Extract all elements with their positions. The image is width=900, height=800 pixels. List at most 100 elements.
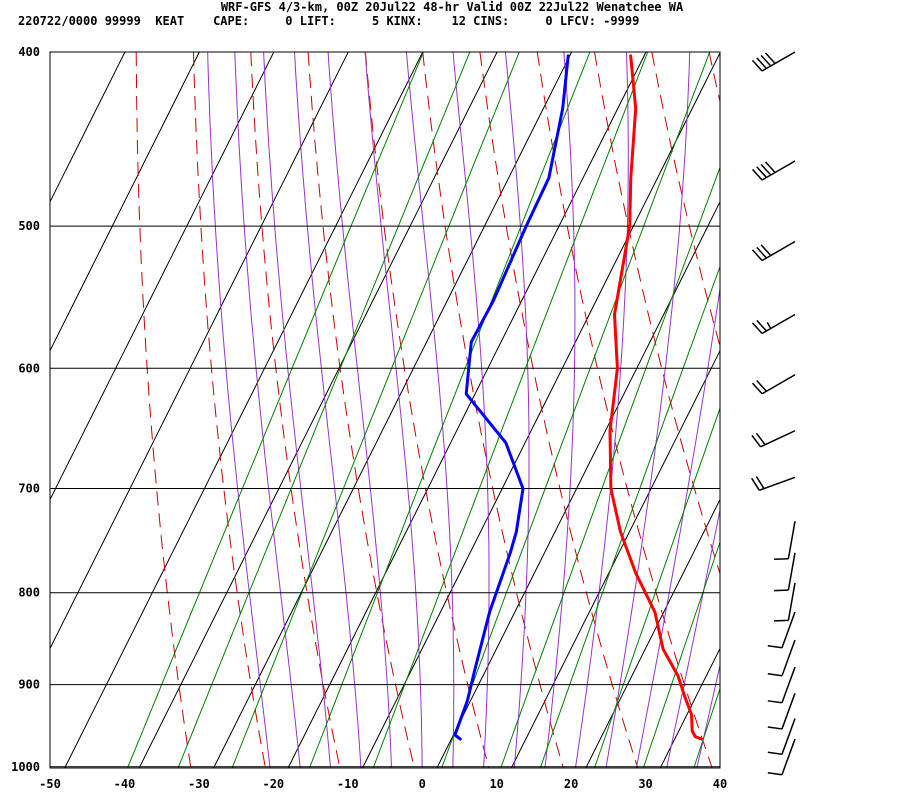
isotherm-line	[361, 52, 720, 768]
dry-adiabat-line	[422, 52, 564, 768]
wind-barb	[767, 718, 796, 755]
wind-barb-flag	[751, 249, 763, 262]
wind-barb	[751, 476, 796, 492]
isotherm-line	[50, 52, 275, 501]
mixing-ratio-line	[642, 540, 720, 768]
wind-barb-flag	[767, 700, 783, 704]
wind-barb-staff	[781, 666, 796, 704]
moist-adiabat-line	[327, 52, 392, 768]
mixing-ratio-line	[593, 406, 720, 768]
wind-barb-flag	[751, 382, 763, 395]
wind-barb-staff	[781, 611, 796, 648]
temperature-tick-label: 30	[638, 777, 652, 791]
temperature-tick-label: 40	[713, 777, 727, 791]
wind-barb	[767, 692, 796, 730]
moist-adiabat-line	[504, 52, 530, 768]
isotherm-line	[138, 52, 498, 768]
moist-adiabat-line	[696, 662, 720, 768]
wind-barb	[774, 582, 796, 622]
wind-barb-flag	[751, 168, 763, 181]
mixing-ratio-line	[126, 52, 424, 768]
mixing-ratio-line	[539, 265, 720, 768]
pressure-tick-label: 500	[18, 219, 40, 233]
wind-barb-flag	[751, 322, 763, 334]
wind-barb	[767, 639, 796, 677]
wind-barb-staff	[787, 552, 796, 591]
wind-barb-staff	[761, 374, 796, 395]
sounding-info: 220722/0000 99999 KEAT CAPE: 0 LIFT: 5 K…	[18, 14, 639, 28]
temperature-line	[608, 54, 703, 741]
moist-adiabat-line	[720, 52, 898, 797]
grid-lines	[50, 51, 720, 768]
isotherm-line	[436, 200, 720, 768]
wind-barb-flag	[756, 319, 767, 332]
wind-barb	[751, 313, 796, 335]
isotherm-line	[659, 647, 720, 768]
dry-adiabat-line	[708, 52, 720, 104]
mixing-ratio-line	[231, 52, 520, 768]
wind-barb-flag	[751, 59, 763, 72]
wind-barb-half-flag	[766, 322, 772, 329]
dry-adiabat-line	[250, 52, 341, 768]
temperature-tick-label: -40	[114, 777, 136, 791]
isotherm-line	[64, 52, 424, 768]
wind-barb-flag	[767, 772, 783, 776]
dry-adiabat-line	[536, 52, 713, 768]
wind-barb	[774, 521, 796, 560]
plot-frame	[49, 51, 721, 769]
isotherm-line	[213, 52, 573, 768]
wind-barb	[751, 374, 796, 395]
moist-adiabat-line	[405, 52, 455, 768]
dry-adiabat-line	[766, 52, 900, 797]
mixing-ratio-line	[372, 52, 649, 768]
pressure-tick-label: 800	[18, 586, 40, 600]
wind-barb	[751, 430, 796, 448]
wind-barb-flag	[767, 644, 783, 649]
wind-barb-flag	[751, 477, 760, 491]
wind-barb-flag	[767, 751, 783, 755]
dewpoint-line	[453, 54, 570, 741]
dry-adiabat-line	[651, 52, 720, 349]
isotherm-line	[585, 498, 720, 768]
wind-barb-flag	[756, 246, 767, 259]
moist-adiabat-line	[544, 52, 576, 768]
wind-barb-staff	[761, 51, 796, 72]
isotherm-line	[50, 52, 200, 352]
isotherm-line	[510, 349, 720, 768]
wind-barb-flag	[760, 244, 772, 257]
wind-barb-flag	[764, 52, 776, 65]
wind-barb-flag	[751, 434, 762, 448]
wind-barb	[751, 240, 796, 262]
pressure-tick-label: 600	[18, 361, 40, 375]
wind-barb	[767, 611, 796, 649]
moist-adiabat-line	[452, 52, 490, 768]
temperature-tick-label: 20	[564, 777, 578, 791]
dry-adiabat-line	[479, 52, 639, 768]
profile-lines	[453, 54, 703, 741]
wind-barb-flag	[756, 57, 767, 70]
wind-barb	[774, 552, 796, 592]
wind-barb-staff	[761, 240, 796, 262]
wind-barb-staff	[781, 692, 796, 730]
wind-barb-staff	[761, 160, 796, 181]
wind-barb-flag	[774, 589, 789, 592]
moist-adiabat-line	[207, 52, 271, 768]
dry-adiabat-line	[307, 52, 415, 768]
wind-barb-flag	[774, 557, 789, 560]
temperature-axis: -50 -40 -30 -20 -10 0 10 20 30 40	[39, 777, 727, 791]
dry-adiabat-line	[364, 52, 490, 768]
dry-adiabat-line	[193, 52, 266, 768]
chart-title: WRF-GFS 4/3-km, 00Z 20Jul22 48-hr Valid …	[221, 0, 684, 14]
temperature-tick-label: -20	[262, 777, 284, 791]
temperature-tick-label: -10	[337, 777, 359, 791]
temperature-tick-label: -50	[39, 777, 61, 791]
wind-barb-flag	[755, 432, 766, 446]
temperature-tick-label: -30	[188, 777, 210, 791]
wind-barb-staff	[787, 521, 796, 559]
wind-barb-staff	[759, 476, 796, 492]
wind-barb	[767, 738, 796, 776]
wind-barb	[751, 160, 796, 181]
wind-barb-staff	[781, 718, 796, 755]
isotherm-line	[287, 52, 647, 768]
dry-adiabat-line	[135, 52, 192, 768]
